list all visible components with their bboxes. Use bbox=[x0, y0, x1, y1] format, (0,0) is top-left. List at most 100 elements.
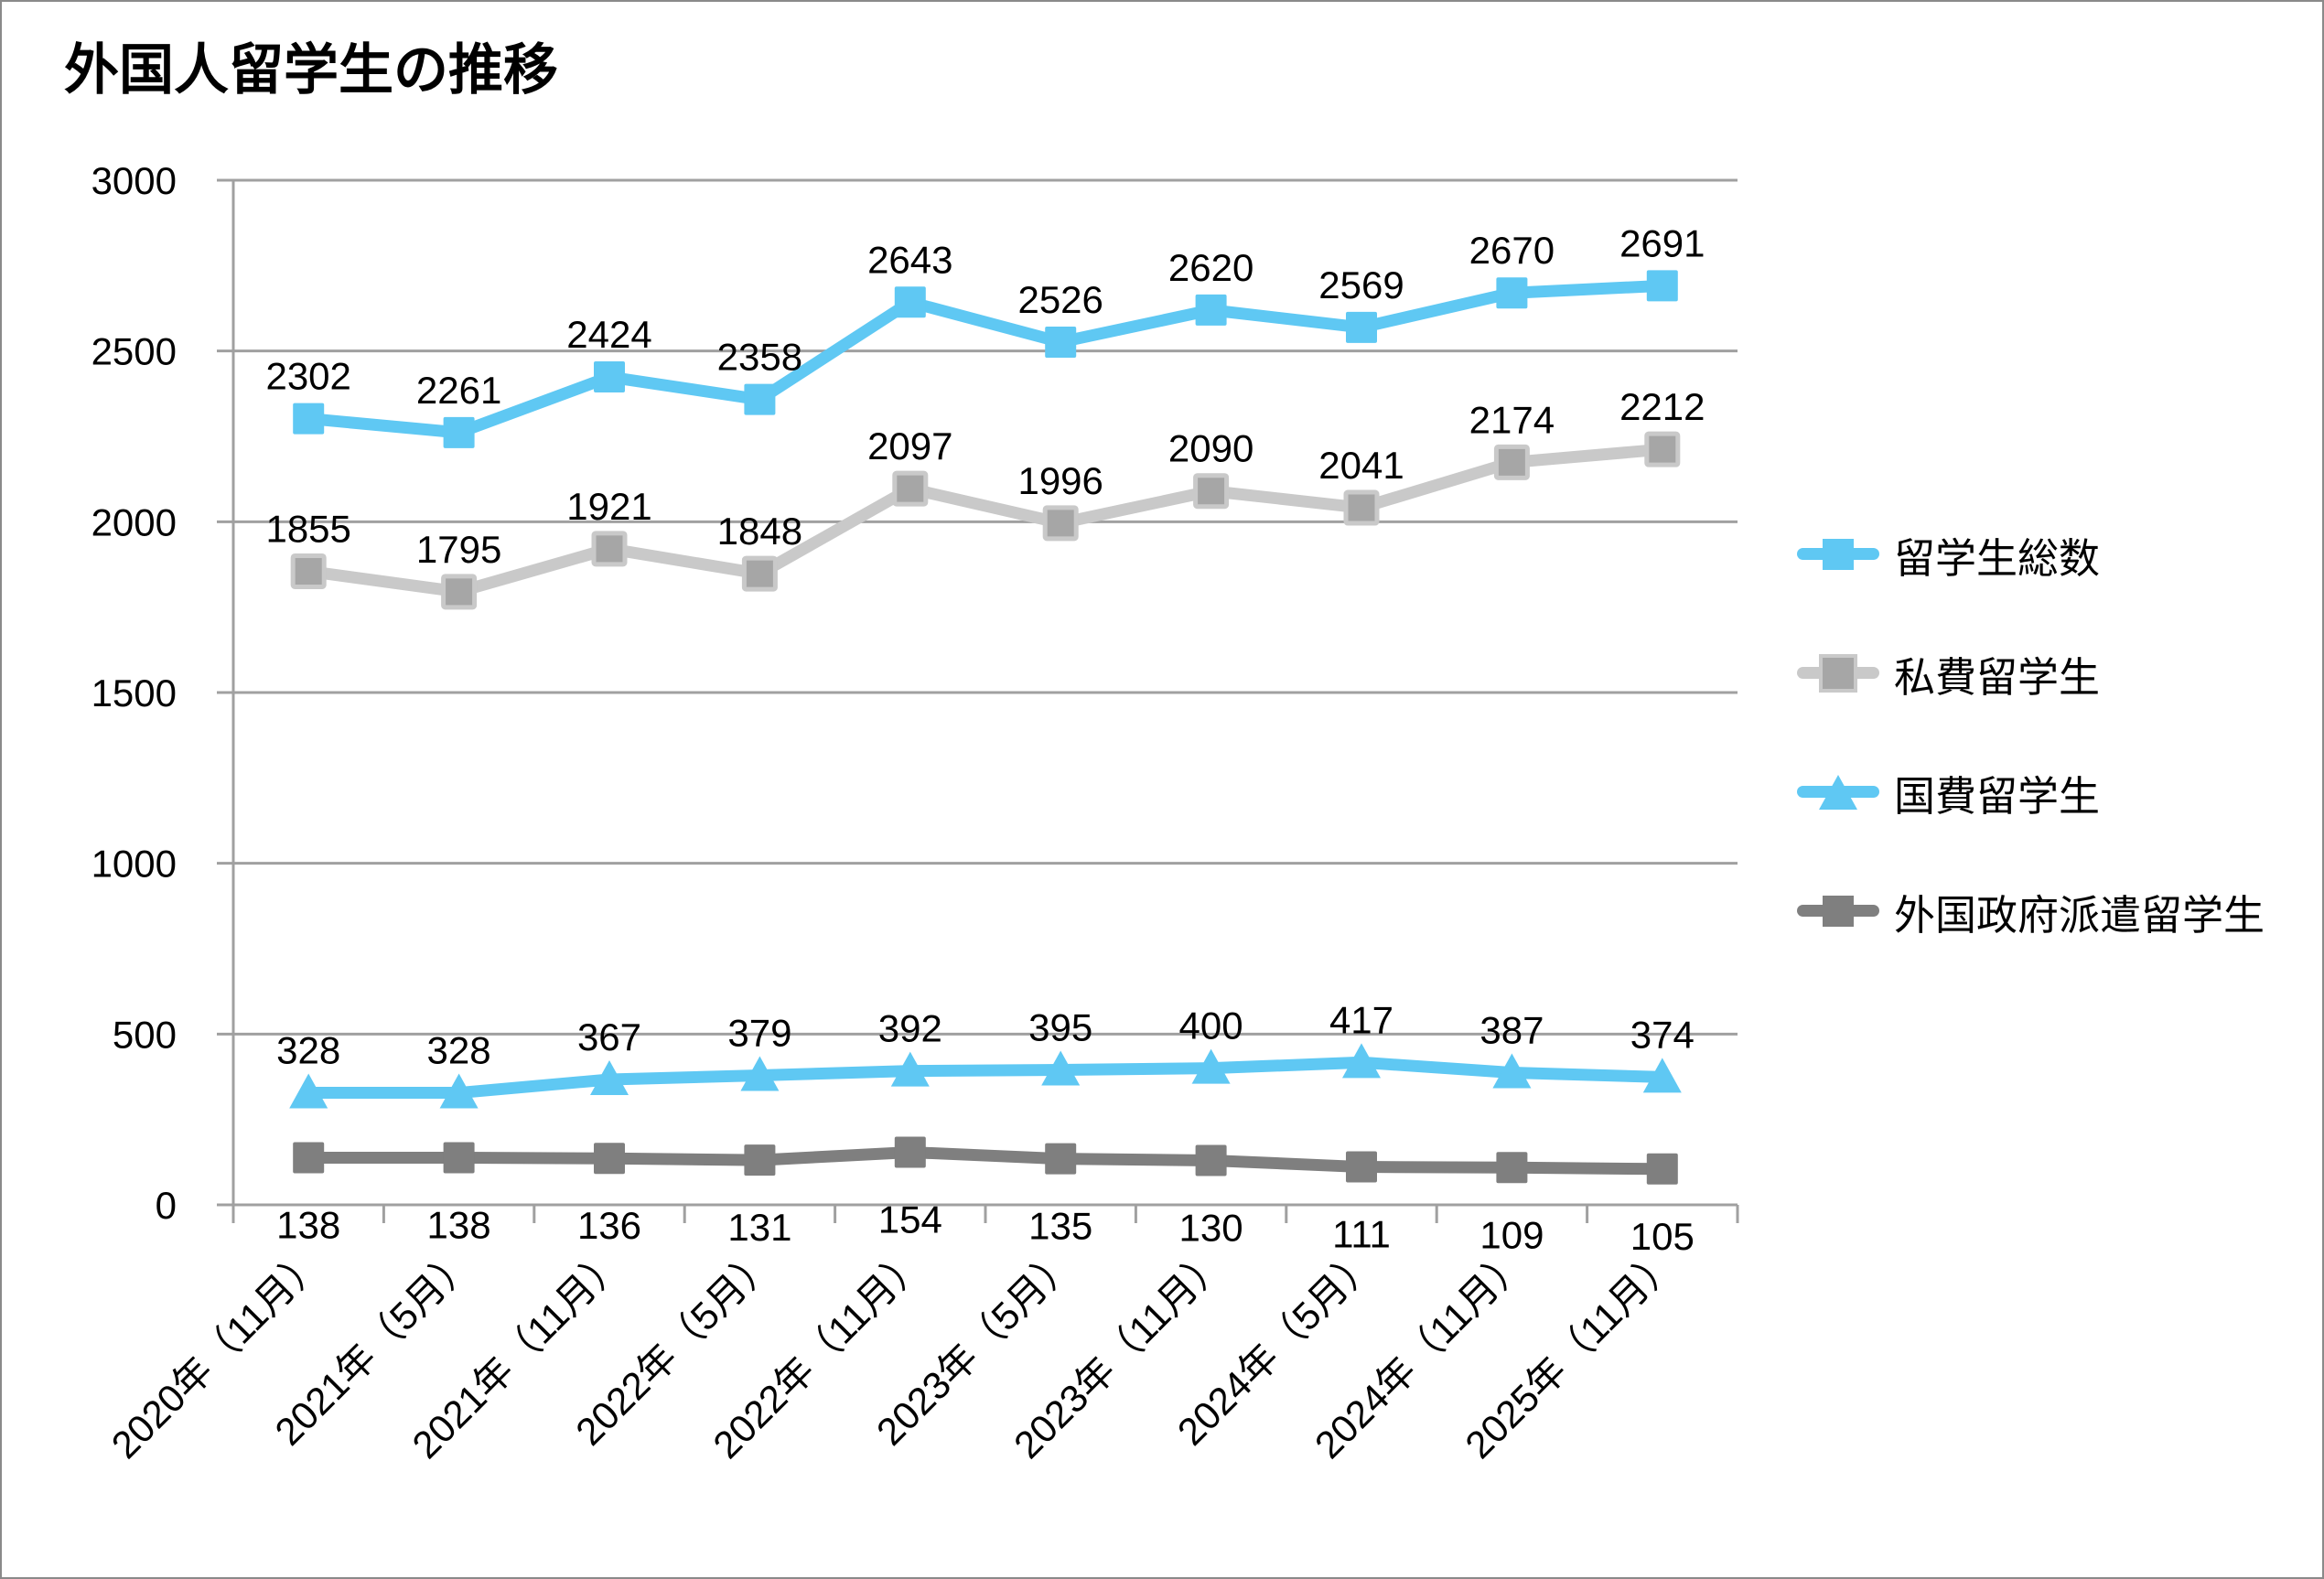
chart-title: 外国人留学生の推移 bbox=[64, 39, 558, 101]
legend-square-marker-icon bbox=[1797, 889, 1879, 933]
square-marker-icon bbox=[1045, 326, 1077, 358]
legend-item-0: 留学生総数 bbox=[1797, 532, 2265, 582]
data-label: 130 bbox=[1179, 1206, 1243, 1249]
series-line-0 bbox=[307, 279, 1663, 439]
data-label: 111 bbox=[1332, 1213, 1391, 1256]
data-label: 2302 bbox=[265, 355, 350, 398]
data-label: 2424 bbox=[566, 313, 651, 356]
triangle-marker-icon bbox=[1041, 1050, 1081, 1086]
data-label: 2620 bbox=[1168, 246, 1253, 289]
series-line-3 bbox=[308, 1145, 1662, 1176]
data-label: 2041 bbox=[1318, 444, 1404, 487]
triangle-marker-icon bbox=[439, 1073, 479, 1109]
triangle-marker-icon bbox=[1642, 1058, 1682, 1093]
data-label: 387 bbox=[1479, 1009, 1544, 1052]
data-label: 2174 bbox=[1469, 398, 1555, 441]
data-label: 1848 bbox=[717, 510, 802, 553]
square-marker-icon bbox=[1343, 489, 1380, 526]
data-label: 135 bbox=[1028, 1205, 1092, 1248]
data-label: 328 bbox=[276, 1029, 340, 1072]
square-marker-icon bbox=[594, 361, 625, 393]
square-marker-icon bbox=[594, 1143, 625, 1175]
data-label: 136 bbox=[577, 1204, 641, 1247]
square-marker-icon bbox=[441, 574, 478, 610]
square-marker-icon bbox=[591, 531, 628, 567]
data-label: 417 bbox=[1329, 998, 1393, 1041]
triangle-marker-icon bbox=[1819, 775, 1857, 810]
legend-label: 私費留学生 bbox=[1894, 653, 2101, 701]
data-label: 138 bbox=[276, 1203, 340, 1246]
square-marker-icon bbox=[443, 1142, 475, 1174]
data-label: 2358 bbox=[717, 336, 802, 379]
square-marker-icon bbox=[1195, 1144, 1227, 1176]
data-label: 109 bbox=[1479, 1213, 1544, 1256]
square-marker-icon bbox=[293, 1142, 325, 1174]
triangle-marker-icon bbox=[890, 1051, 930, 1087]
data-label: 2643 bbox=[867, 238, 952, 281]
data-label: 1921 bbox=[566, 485, 651, 528]
y-axis-label: 2000 bbox=[91, 500, 177, 543]
data-label: 105 bbox=[1630, 1215, 1695, 1258]
square-marker-icon bbox=[1195, 294, 1227, 326]
legend-square-marker-icon bbox=[1797, 532, 1879, 576]
square-marker-icon bbox=[1496, 1152, 1528, 1184]
data-label: 392 bbox=[878, 1007, 942, 1050]
square-marker-icon bbox=[1823, 896, 1854, 927]
data-label: 379 bbox=[727, 1012, 791, 1055]
data-label: 154 bbox=[878, 1198, 942, 1241]
data-label: 2670 bbox=[1469, 229, 1555, 272]
y-axis-label: 2500 bbox=[91, 330, 177, 373]
data-label: 138 bbox=[427, 1203, 491, 1246]
series-line-1 bbox=[307, 443, 1663, 598]
legend-label: 留学生総数 bbox=[1894, 534, 2101, 582]
data-label: 374 bbox=[1630, 1013, 1695, 1056]
legend-triangle-marker-icon bbox=[1797, 770, 1879, 814]
legend-label: 国費留学生 bbox=[1894, 772, 2101, 820]
square-marker-icon bbox=[290, 553, 327, 589]
square-marker-icon bbox=[1823, 539, 1854, 570]
data-label: 2261 bbox=[416, 369, 501, 412]
data-label: 1795 bbox=[416, 528, 501, 571]
data-label: 328 bbox=[427, 1029, 491, 1072]
square-marker-icon bbox=[744, 383, 776, 415]
legend-item-1: 私費留学生 bbox=[1797, 651, 2265, 701]
triangle-marker-icon bbox=[1342, 1043, 1381, 1079]
square-marker-icon bbox=[1646, 270, 1678, 302]
square-marker-icon bbox=[293, 403, 325, 435]
square-marker-icon bbox=[1823, 658, 1854, 689]
data-label: 2090 bbox=[1168, 427, 1253, 470]
legend-item-2: 国費留学生 bbox=[1797, 770, 2265, 820]
legend: 留学生総数私費留学生国費留学生外国政府派遣留学生 bbox=[1797, 532, 2265, 939]
square-marker-icon bbox=[443, 416, 475, 448]
data-label: 2569 bbox=[1318, 263, 1404, 306]
series-line-2 bbox=[308, 1056, 1662, 1100]
data-label: 131 bbox=[727, 1206, 791, 1249]
square-marker-icon bbox=[1646, 1153, 1678, 1185]
square-marker-icon bbox=[1193, 473, 1230, 510]
square-marker-icon bbox=[894, 286, 926, 318]
triangle-marker-icon bbox=[1191, 1048, 1231, 1084]
square-marker-icon bbox=[1346, 311, 1377, 343]
square-marker-icon bbox=[741, 555, 778, 592]
square-marker-icon bbox=[892, 470, 929, 507]
legend-item-3: 外国政府派遣留学生 bbox=[1797, 889, 2265, 939]
square-marker-icon bbox=[1496, 277, 1528, 309]
data-label: 395 bbox=[1028, 1006, 1092, 1049]
y-axis-label: 0 bbox=[156, 1184, 177, 1227]
square-marker-icon bbox=[1346, 1151, 1377, 1183]
data-label: 1996 bbox=[1017, 459, 1103, 502]
square-marker-icon bbox=[744, 1144, 776, 1176]
data-label: 2097 bbox=[867, 424, 952, 467]
triangle-marker-icon bbox=[289, 1073, 328, 1109]
y-axis-label: 500 bbox=[113, 1013, 177, 1056]
square-marker-icon bbox=[894, 1136, 926, 1168]
data-label: 400 bbox=[1179, 1004, 1243, 1047]
square-marker-icon bbox=[1042, 505, 1079, 542]
y-axis-label: 1500 bbox=[91, 671, 177, 714]
data-label: 2526 bbox=[1017, 278, 1103, 321]
legend-label: 外国政府派遣留学生 bbox=[1894, 891, 2265, 939]
square-marker-icon bbox=[1493, 444, 1530, 480]
data-label: 367 bbox=[577, 1015, 641, 1058]
